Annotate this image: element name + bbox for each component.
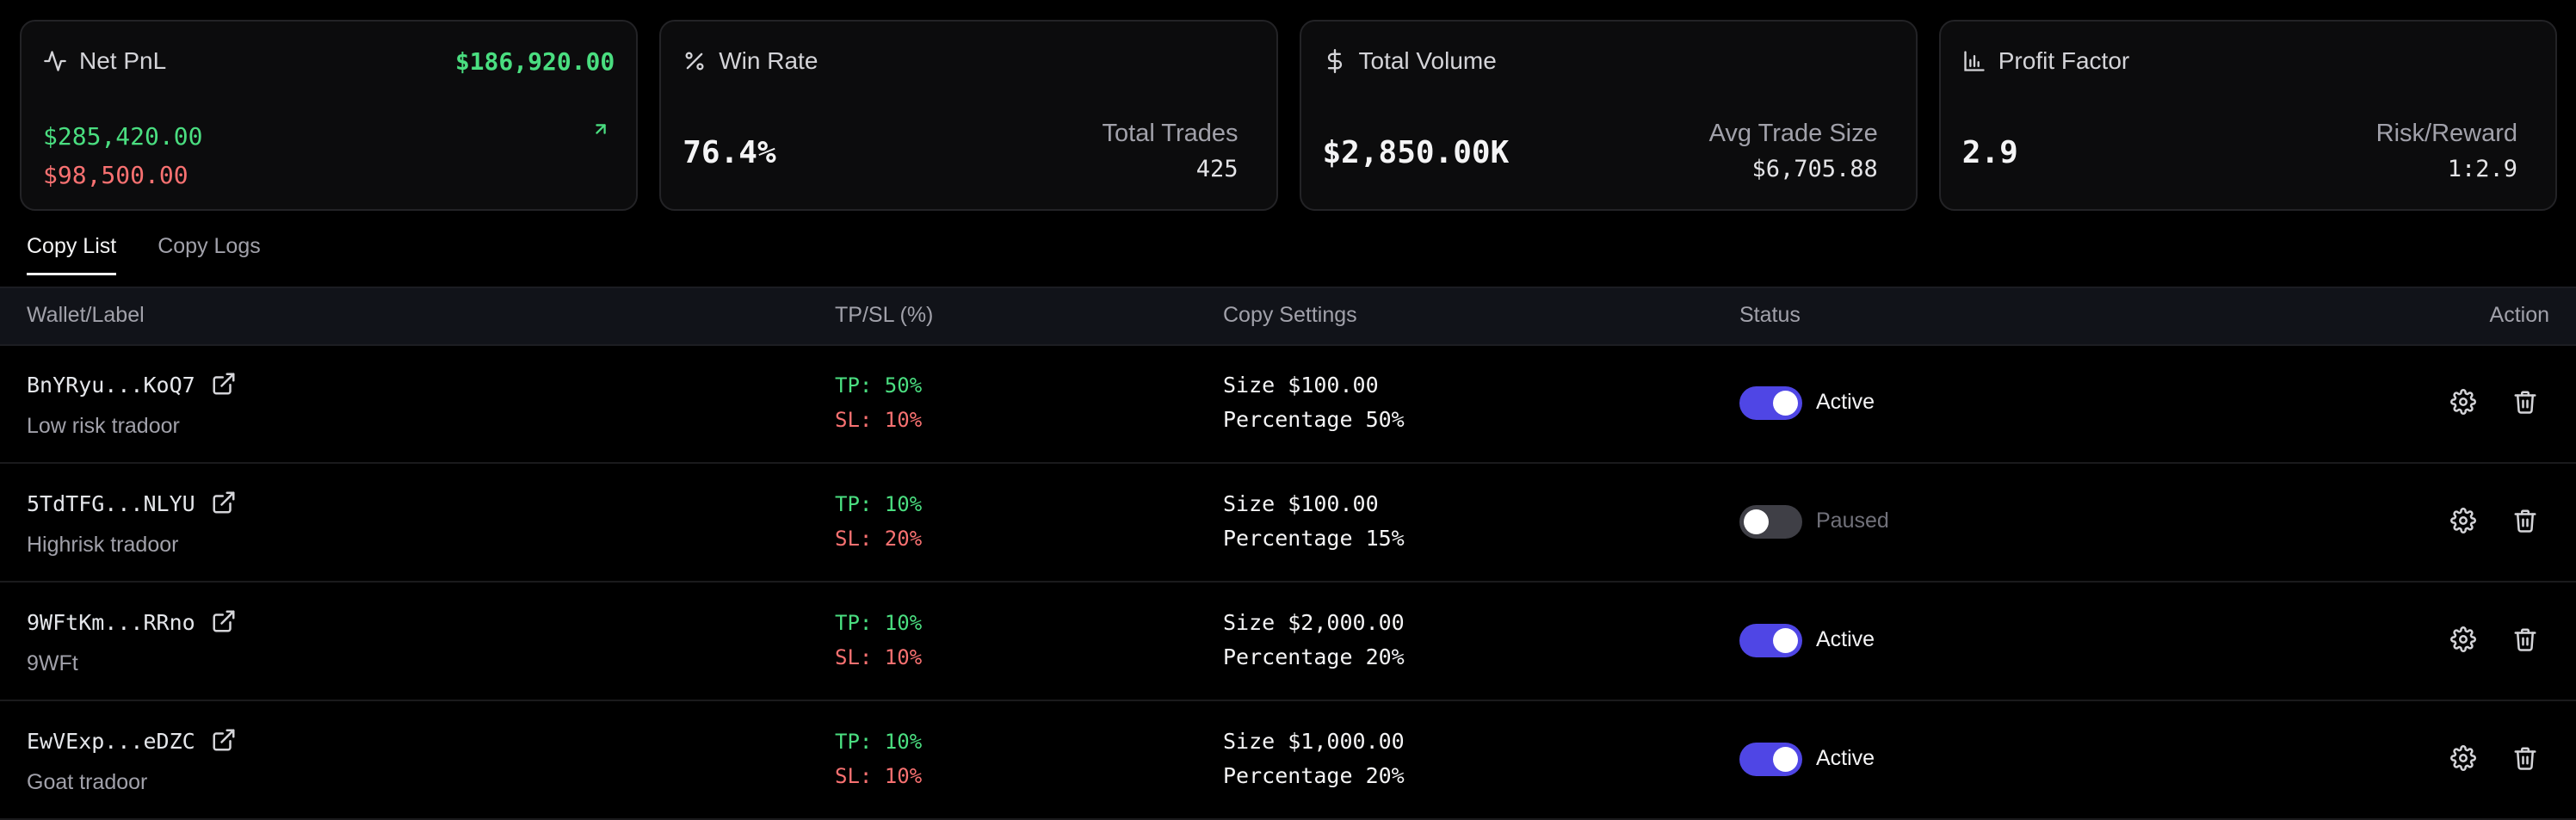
toggle-knob (1744, 509, 1769, 534)
net-pnl-value: $186,920.00 (454, 47, 615, 76)
avg-trade-size-value: $6,705.88 (1751, 156, 1878, 182)
status-text: Paused (1816, 509, 1889, 533)
total-trades-value: 425 (1195, 156, 1239, 182)
header-status: Status (1739, 303, 1801, 327)
header-wallet: Wallet/Label (27, 303, 145, 327)
copy-percentage: Percentage 20% (1223, 763, 1405, 788)
status-toggle[interactable] (1739, 505, 1802, 539)
wallet-address: 9WFtKm...RRno (27, 610, 195, 635)
take-profit: TP: 10% (835, 611, 923, 635)
net-pnl-gains: $285,420.00 (43, 122, 203, 151)
table-header: Wallet/Label TP/SL (%) Copy Settings Sta… (0, 288, 2576, 346)
trash-icon[interactable] (2512, 745, 2538, 771)
stop-loss: SL: 10% (835, 408, 923, 432)
profit-factor-card: Profit Factor 2.9 Risk/Reward 1:2.9 (1938, 20, 2557, 211)
trash-icon[interactable] (2512, 626, 2538, 652)
total-volume-title: Total Volume (1358, 47, 1497, 74)
take-profit: TP: 10% (835, 730, 923, 754)
dollar-icon (1327, 49, 1342, 73)
wallet-label: Goat tradoor (27, 770, 148, 794)
stats-cards: Net PnL $186,920.00 $285,420.00 $98,500.… (20, 20, 2557, 211)
copy-percentage: Percentage 20% (1223, 644, 1405, 669)
copy-size: Size $2,000.00 (1223, 610, 1405, 635)
copy-percentage: Percentage 50% (1223, 407, 1405, 432)
net-pnl-losses: $98,500.00 (43, 161, 188, 189)
status-text: Active (1816, 627, 1875, 651)
status-text: Active (1816, 390, 1875, 414)
table-row: 5TdTFG...NLYU Highrisk tradoor TP: 10% SL: … (0, 464, 2576, 583)
take-profit: TP: 50% (835, 373, 923, 398)
avg-trade-size-label: Avg Trade Size (1708, 120, 1878, 147)
header-tpsl: TP/SL (%) (835, 303, 934, 327)
copy-percentage: Percentage 15% (1223, 526, 1405, 551)
toggle-knob (1773, 391, 1798, 416)
percent-icon (685, 52, 704, 71)
risk-reward-label: Risk/Reward (2375, 120, 2517, 147)
activity-icon (44, 51, 66, 71)
external-link-icon[interactable] (211, 371, 237, 397)
win-rate-title: Win Rate (719, 47, 819, 74)
toggle-knob (1773, 747, 1798, 772)
tab-bar: Copy List Copy Logs (27, 234, 261, 275)
total-trades-label: Total Trades (1102, 120, 1239, 147)
gear-icon[interactable] (2450, 626, 2476, 652)
stop-loss: SL: 10% (835, 645, 923, 669)
net-pnl-card: Net PnL $186,920.00 $285,420.00 $98,500.… (20, 20, 639, 211)
toggle-knob (1773, 628, 1798, 653)
trash-icon[interactable] (2512, 389, 2538, 415)
bar-chart-icon (1964, 51, 1985, 71)
take-profit: TP: 10% (835, 492, 923, 516)
status-text: Active (1816, 746, 1875, 770)
header-copy-settings: Copy Settings (1223, 303, 1357, 327)
table-row: EwVExp...eDZC Goat tradoor TP: 10% SL: 10% S… (0, 701, 2576, 820)
copy-size: Size $100.00 (1223, 491, 1379, 516)
wallet-address: BnYRyu...KoQ7 (27, 373, 195, 398)
gear-icon[interactable] (2450, 508, 2476, 533)
total-volume-card: Total Volume $2,850.00K Avg Trade Size $… (1299, 20, 1918, 211)
risk-reward-value: 1:2.9 (2447, 156, 2517, 182)
gear-icon[interactable] (2450, 745, 2476, 771)
total-volume-value: $2,850.00K (1322, 135, 1510, 170)
wallet-label: Low risk tradoor (27, 414, 180, 438)
copy-size: Size $100.00 (1223, 373, 1379, 398)
external-link-icon[interactable] (211, 490, 237, 515)
status-toggle[interactable] (1739, 743, 1802, 776)
status-toggle[interactable] (1739, 624, 1802, 657)
table-row: BnYRyu...KoQ7 Low risk tradoor TP: 50% SL: … (0, 345, 2576, 464)
wallet-address: 5TdTFG...NLYU (27, 491, 195, 516)
wallet-address: EwVExp...eDZC (27, 729, 195, 754)
profit-factor-value: 2.9 (1961, 135, 2018, 170)
profit-factor-title: Profit Factor (1998, 47, 2130, 74)
tabs-divider (0, 287, 2576, 288)
external-link-icon[interactable] (211, 727, 237, 753)
table-row: 9WFtKm...RRno 9WFt TP: 10% SL: 10% Size $2,0… (0, 583, 2576, 701)
stop-loss: SL: 20% (835, 527, 923, 551)
wallet-label: Highrisk tradoor (27, 533, 179, 557)
copy-size: Size $1,000.00 (1223, 729, 1405, 754)
tab-copy-logs[interactable]: Copy Logs (158, 234, 261, 258)
win-rate-value: 76.4% (683, 135, 776, 170)
header-action: Action (2489, 303, 2549, 327)
gear-icon[interactable] (2450, 389, 2476, 415)
tab-copy-list[interactable]: Copy List (27, 234, 117, 275)
net-pnl-title: Net PnL (79, 47, 167, 74)
status-toggle[interactable] (1739, 386, 1802, 420)
stop-loss: SL: 10% (835, 764, 923, 788)
wallet-label: 9WFt (27, 651, 78, 675)
win-rate-card: Win Rate 76.4% Total Trades 425 (659, 20, 1278, 211)
trash-icon[interactable] (2512, 508, 2538, 533)
arrow-up-right-icon (596, 124, 606, 134)
external-link-icon[interactable] (211, 608, 237, 634)
